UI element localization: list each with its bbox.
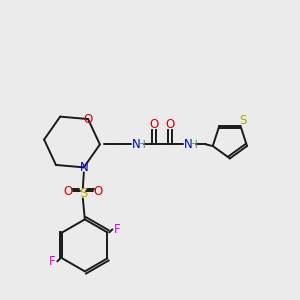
Text: S: S: [239, 114, 246, 128]
Text: O: O: [165, 118, 175, 131]
Text: O: O: [93, 185, 103, 198]
Text: O: O: [63, 185, 73, 198]
Text: H: H: [138, 140, 146, 150]
Text: H: H: [190, 140, 198, 150]
Text: F: F: [114, 223, 121, 236]
Text: N: N: [80, 161, 88, 174]
Text: N: N: [131, 138, 140, 151]
Text: F: F: [49, 255, 56, 268]
Text: O: O: [149, 118, 158, 131]
Text: S: S: [79, 187, 87, 200]
Text: O: O: [83, 112, 93, 126]
Text: N: N: [184, 138, 192, 151]
